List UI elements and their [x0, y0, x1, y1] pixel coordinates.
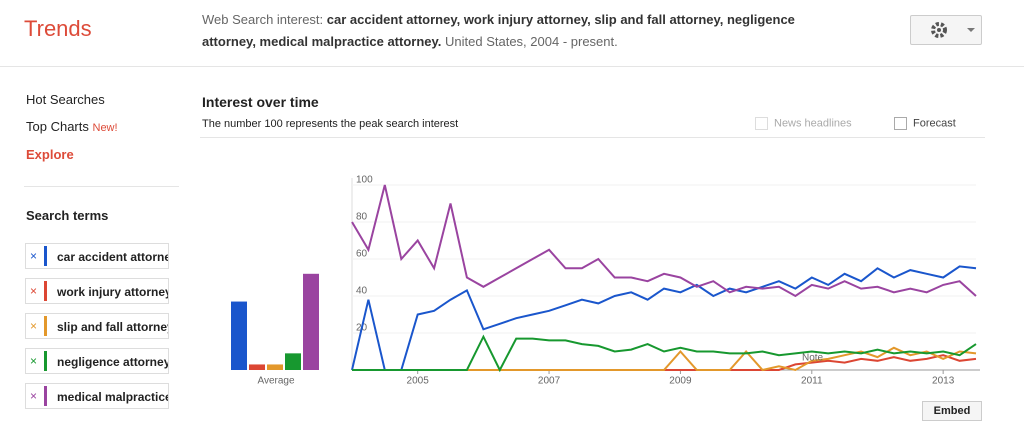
embed-button[interactable]: Embed [922, 401, 982, 421]
terms-label: Search terms [26, 208, 109, 223]
query: car accident attorney, work injury attor… [202, 12, 795, 49]
section-subtitle: The number 100 represents the peak searc… [202, 118, 459, 130]
remove-icon[interactable]: × [30, 249, 38, 263]
series-line [351, 265, 977, 371]
term-name: car accident attorney [57, 250, 169, 264]
suffix: United States, 2004 - present. [445, 34, 618, 49]
nav-top-label: Top Charts [26, 119, 89, 134]
bar [285, 353, 301, 370]
color-bar [44, 316, 47, 336]
term-name: negligence attorney [57, 355, 169, 369]
x-tick-label: 2011 [801, 376, 823, 387]
news-label: News headlines [774, 117, 852, 130]
color-bar [44, 281, 47, 301]
y-tick-label: 40 [356, 286, 368, 297]
divider [24, 186, 179, 187]
logo[interactable]: Trends [24, 16, 92, 41]
nav-explore[interactable]: Explore [26, 147, 74, 162]
new-badge: New! [92, 122, 118, 134]
divider [0, 66, 1024, 67]
nav-top[interactable]: Top Charts New! [26, 119, 118, 134]
remove-icon[interactable]: × [30, 389, 38, 403]
section-title: Interest over time [202, 94, 319, 110]
color-bar [44, 351, 47, 371]
settings-button[interactable] [910, 15, 982, 45]
bar-label: Average [257, 376, 295, 387]
series-line [352, 354, 977, 371]
remove-icon[interactable]: × [30, 354, 38, 368]
bar [249, 364, 265, 370]
term-name: slip and fall attorney [57, 320, 169, 334]
x-tick-label: 2007 [538, 376, 561, 387]
x-tick-label: 2009 [669, 376, 692, 387]
search-term[interactable]: × negligence attorney [25, 348, 169, 374]
y-tick-label: 80 [356, 212, 368, 223]
news-option[interactable]: News headlines [755, 117, 852, 130]
nav-hot[interactable]: Hot Searches [26, 92, 105, 107]
annotation: Note [802, 353, 824, 364]
color-bar [44, 246, 47, 266]
prefix: Web Search interest: [202, 12, 324, 27]
x-tick-label: 2013 [932, 376, 955, 387]
search-term[interactable]: × slip and fall attorney [25, 313, 169, 339]
query-description: Web Search interest: car accident attorn… [202, 9, 842, 53]
search-term[interactable]: × car accident attorney [25, 243, 169, 269]
forecast-option[interactable]: Forecast [894, 117, 956, 130]
remove-icon[interactable]: × [30, 284, 38, 298]
search-term[interactable]: × medical malpractice attorney [25, 383, 169, 409]
bar [231, 301, 247, 370]
bar [267, 364, 283, 370]
remove-icon[interactable]: × [30, 319, 38, 333]
y-tick-label: 60 [356, 249, 368, 260]
divider [200, 137, 985, 138]
term-name: work injury attorney [57, 285, 169, 299]
x-tick-label: 2005 [407, 376, 430, 387]
gear-icon [931, 22, 975, 38]
series-line [352, 334, 977, 373]
color-bar [44, 386, 47, 406]
y-tick-label: 100 [356, 175, 373, 186]
search-term[interactable]: × work injury attorney [25, 278, 169, 304]
forecast-label: Forecast [913, 117, 956, 130]
bar [303, 273, 319, 370]
series-line [351, 184, 977, 298]
term-name: medical malpractice attorney [57, 390, 169, 404]
